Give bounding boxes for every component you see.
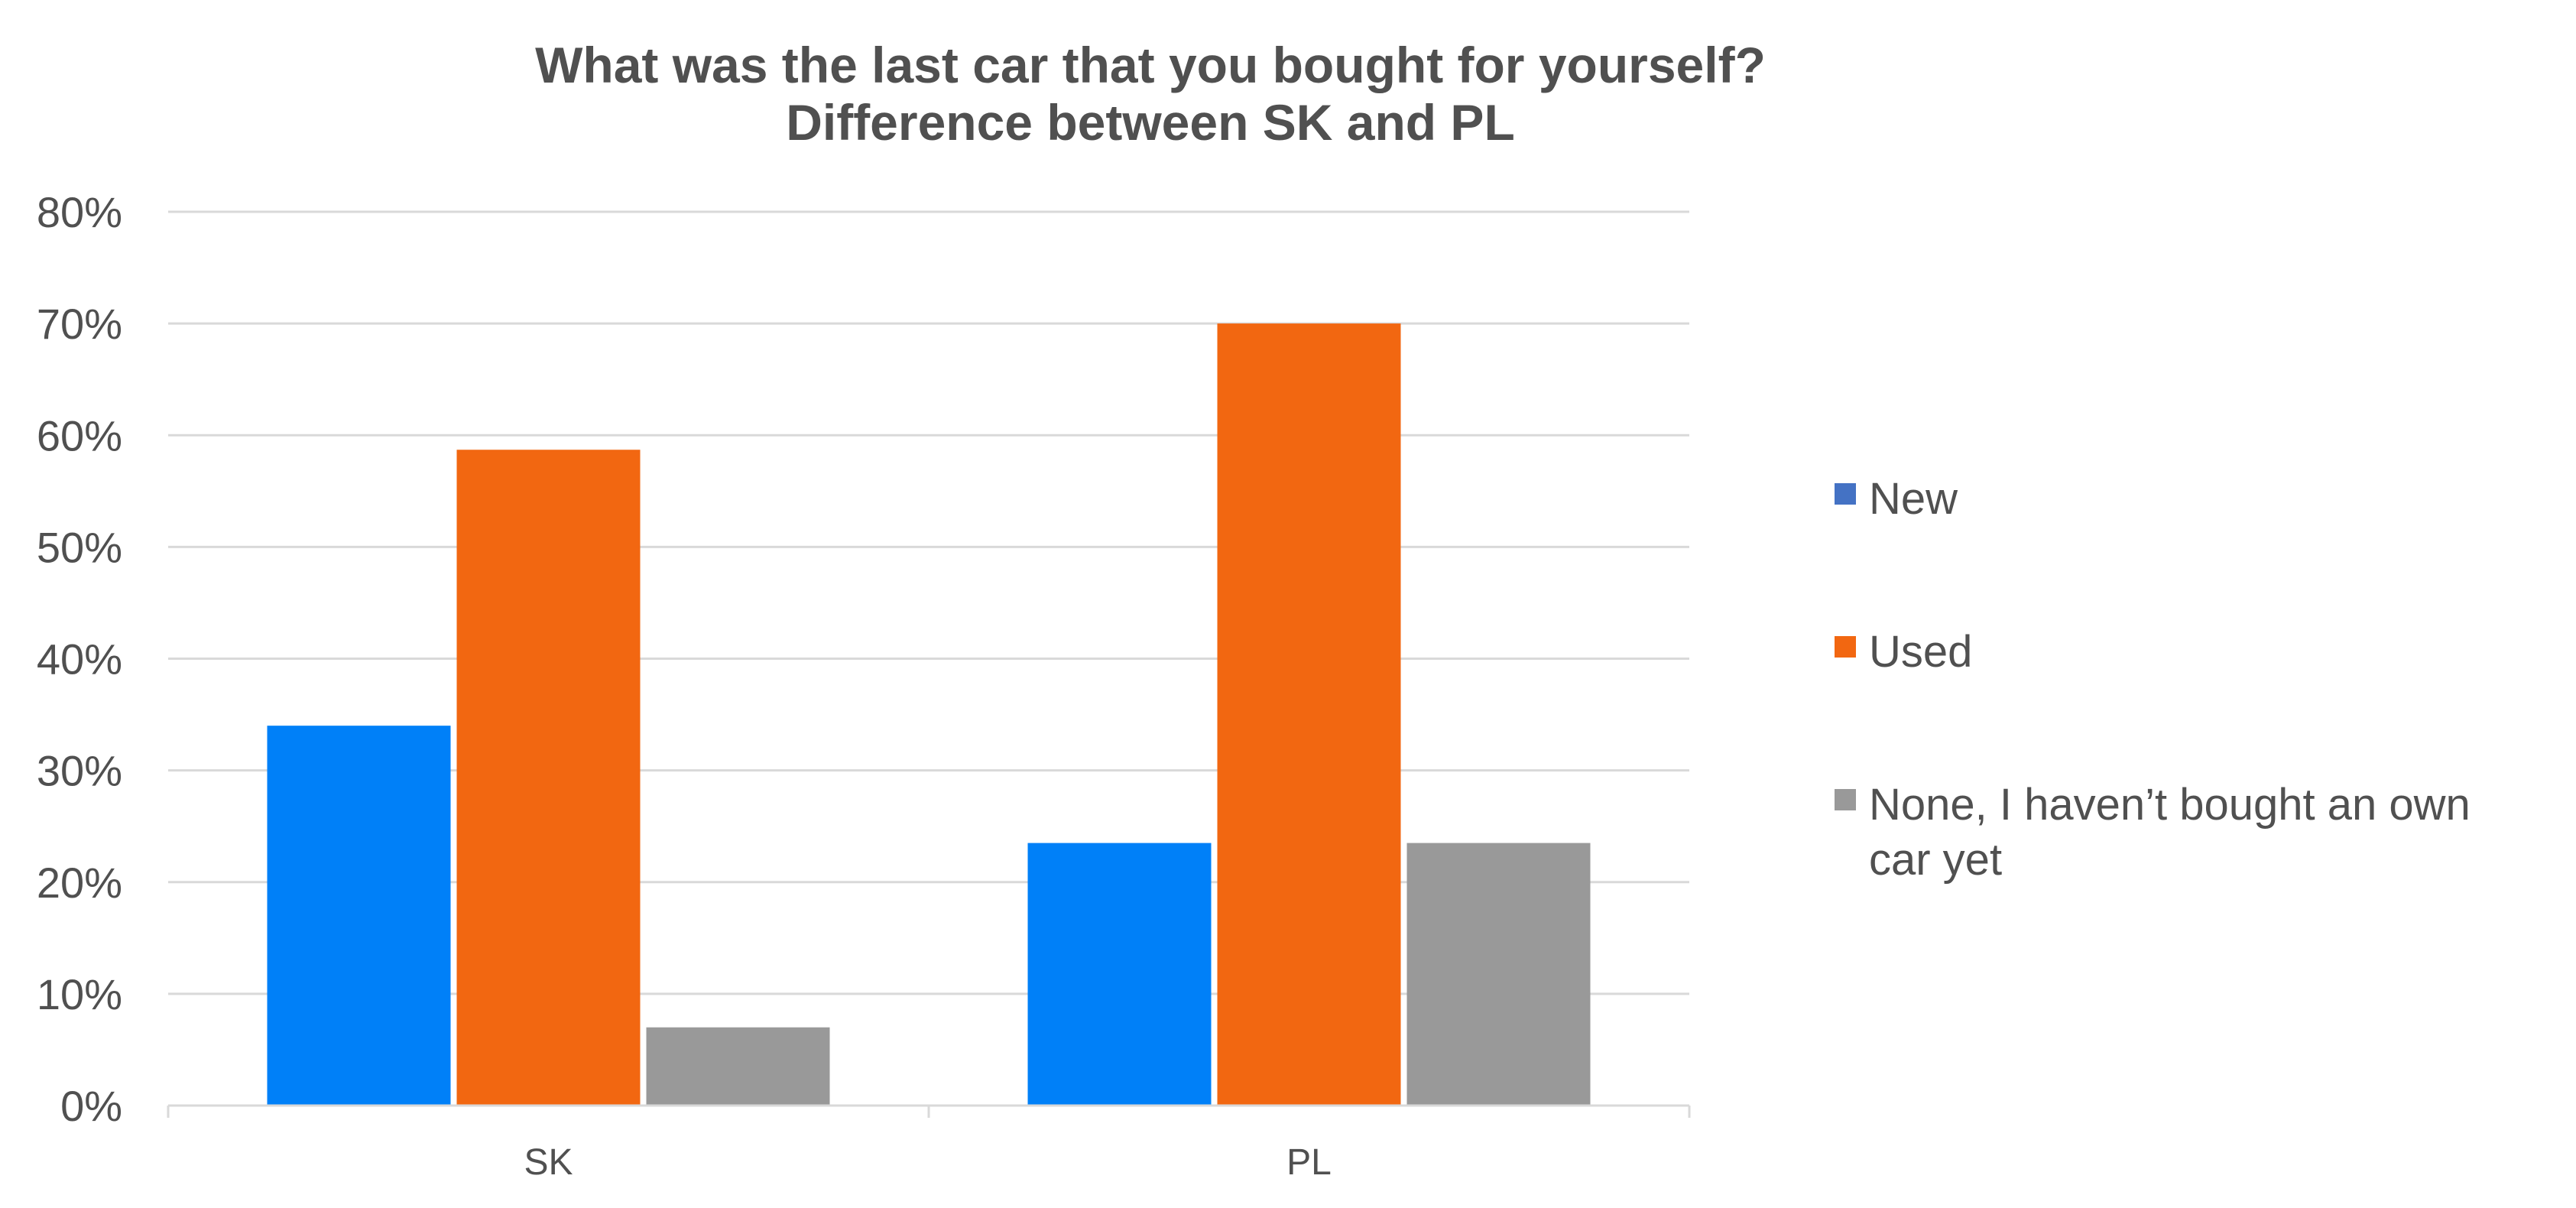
- y-tick-label: 70%: [37, 300, 122, 348]
- legend-swatch: [1835, 789, 1856, 810]
- legend-label: None, I haven’t bought an own: [1869, 780, 2471, 830]
- legend-swatch: [1835, 483, 1856, 505]
- legend-label: car yet: [1869, 835, 2002, 885]
- y-tick-label: 50%: [37, 523, 122, 571]
- bar-PL-1: [1217, 323, 1401, 1106]
- x-tick-label: SK: [524, 1142, 573, 1183]
- bar-PL-2: [1406, 843, 1591, 1106]
- bar-PL-0: [1027, 843, 1212, 1106]
- bar-SK-1: [456, 450, 641, 1106]
- y-tick-label: 0%: [60, 1082, 122, 1130]
- x-tick-label: PL: [1286, 1142, 1332, 1183]
- legend-label: Used: [1869, 627, 1972, 677]
- y-tick-label: 20%: [37, 859, 122, 907]
- legend-label: New: [1869, 474, 1958, 524]
- y-tick-label: 60%: [37, 411, 122, 459]
- y-tick-label: 10%: [37, 970, 122, 1018]
- bar-SK-2: [646, 1027, 830, 1106]
- bar-SK-0: [267, 726, 451, 1106]
- y-tick-label: 30%: [37, 747, 122, 795]
- chart-title-line-1: What was the last car that you bought fo…: [535, 37, 1766, 93]
- y-tick-label: 80%: [37, 188, 122, 236]
- chart-title-line-2: Difference between SK and PL: [786, 94, 1515, 151]
- legend-swatch: [1835, 636, 1856, 658]
- y-tick-label: 40%: [37, 635, 122, 684]
